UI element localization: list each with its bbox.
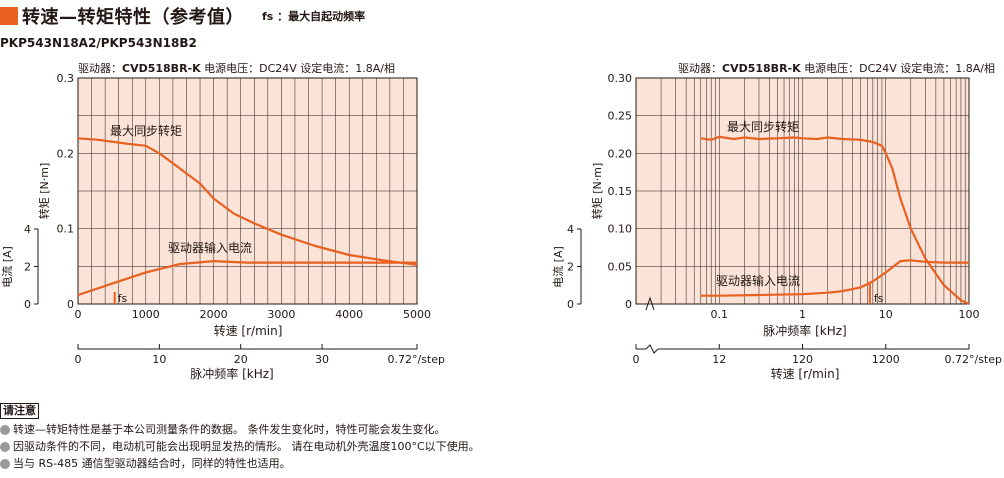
x-tick-label: 3000 [267, 308, 295, 321]
series-label-current: 驱动器输入电流 [716, 273, 800, 288]
series-label-torque: 最大同步转矩 [110, 123, 182, 138]
x-tick-label: 1 [799, 308, 806, 321]
y-tick-label: 0.3 [57, 72, 75, 85]
x-tick-label: 0 [75, 308, 82, 321]
condition-text-2: 驱动器：CVD518BR-K 电源电压：DC24V 设定电流：1.8A/相 [678, 61, 995, 75]
y-tick-label: 0 [625, 298, 632, 311]
note-item: 转速—转矩特性是基于本公司测量条件的数据。 条件发生变化时，特性可能会发生变化。 [0, 421, 480, 438]
axis-break-mark [645, 296, 655, 311]
current-tick-label: 0 [24, 298, 31, 311]
current-tick-label: 4 [24, 223, 31, 236]
y-tick-label: 0.30 [608, 72, 633, 85]
y-tick-label: 0.2 [57, 147, 75, 160]
current-tick-label: 2 [24, 261, 31, 274]
sub-axis-label: 脉冲频率 [kHz] [190, 366, 273, 381]
note-item: 当与 RS-485 通信型驱动器结合时，同样的特性也适用。 [0, 455, 480, 472]
current-axis-label: 电流 [A] [551, 246, 565, 288]
fs-note: fs ：最大自起动频率 [262, 10, 366, 23]
y-tick-label: 0 [67, 298, 74, 311]
y-tick-label: 0.20 [608, 147, 633, 160]
x-tick-label: 1000 [132, 308, 160, 321]
plot-frame-1 [77, 77, 418, 305]
fs-label: fs [874, 292, 884, 305]
notes: 请注意 转速—转矩特性是基于本公司测量条件的数据。 条件发生变化时，特性可能会发… [0, 402, 480, 472]
sub-tick-label: 12 [712, 353, 726, 366]
header: 转速—转矩特性（参考值） fs ：最大自起动频率 [0, 4, 365, 28]
x-tick-label: 5000 [403, 308, 431, 321]
y-axis-label: 转矩 [N·m] [590, 163, 604, 220]
x-axis-label: 转速 [r/min] [214, 323, 283, 338]
y-axis-label: 转矩 [N·m] [37, 163, 51, 220]
torque-curve-2 [700, 135, 970, 305]
current-curve-1 [77, 260, 417, 297]
sub-tick-label: 1200 [872, 353, 900, 366]
y-tick-label: 0.15 [608, 185, 633, 198]
bullet-icon [0, 458, 10, 469]
sub-tick-label: 20 [234, 353, 248, 366]
y-tick-label: 0.05 [608, 260, 633, 273]
sub-axis-label: 转速 [r/min] [771, 366, 840, 381]
series-label-current: 驱动器输入电流 [168, 240, 252, 255]
current-tick-label: 0 [567, 298, 574, 311]
x-tick-label: 2000 [200, 308, 228, 321]
notes-title: 请注意 [0, 403, 39, 419]
condition-text-1: 驱动器：CVD518BR-K 电源电压：DC24V 设定电流：1.8A/相 [78, 61, 395, 75]
sub-tick-label: 30 [315, 353, 329, 366]
bullet-icon [0, 441, 10, 452]
note-item: 因驱动条件的不同，电动机可能会出现明显发热的情形。 请在电动机外壳温度100°C… [0, 438, 480, 455]
current-tick-label: 2 [567, 261, 574, 274]
x-axis-label: 脉冲频率 [kHz] [763, 323, 846, 338]
sub-axis-break [645, 344, 659, 354]
x-tick-label: 0.1 [711, 308, 729, 321]
x-tick-label: 100 [959, 308, 980, 321]
current-curve-2 [700, 259, 969, 297]
sub-tick-label: 0.72°/step [388, 353, 446, 366]
y-tick-label: 0.1 [57, 223, 75, 236]
torque-curve-1 [77, 137, 418, 266]
sub-tick-label: 0 [633, 353, 640, 366]
current-axis-label: 电流 [A] [0, 246, 14, 288]
sub-tick-label: 120 [792, 353, 813, 366]
x-tick-label: 10 [879, 308, 893, 321]
page-title: 转速—转矩特性（参考值） [22, 7, 244, 28]
sub-tick-label: 0.72°/step [945, 353, 1003, 366]
y-tick-label: 0.25 [608, 110, 633, 123]
plot-frame-2 [635, 77, 970, 305]
series-label-torque: 最大同步转矩 [727, 119, 799, 134]
x-tick-label: 4000 [335, 308, 363, 321]
y-tick-label: 0.10 [608, 223, 633, 236]
header-marker [0, 7, 18, 25]
sub-tick-label: 10 [152, 353, 166, 366]
charts-canvas: 驱动器：CVD518BR-K 电源电压：DC24V 设定电流：1.8A/相 0 0.… [0, 61, 1003, 381]
bullet-icon [0, 424, 10, 435]
fs-label: fs [118, 292, 128, 305]
sub-tick-label: 0 [75, 353, 82, 366]
current-tick-label: 4 [567, 223, 574, 236]
model-name: PKP543N18A2/PKP543N18B2 [0, 36, 197, 50]
